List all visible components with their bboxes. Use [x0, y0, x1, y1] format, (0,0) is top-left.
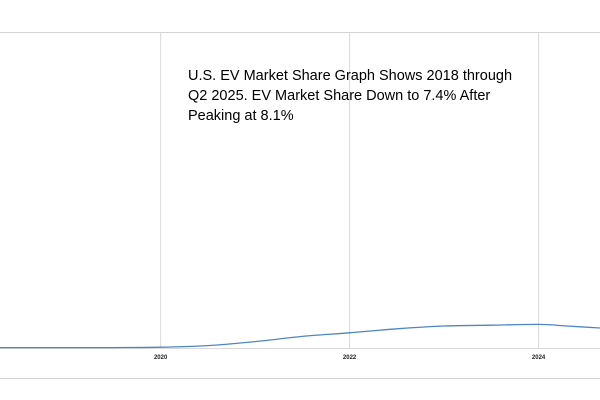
x-tick-label-2024: 2024 [532, 355, 546, 361]
x-axis: 2020 2022 2024 [0, 348, 600, 361]
series-layer [0, 323, 600, 349]
x-tick-label-2020: 2020 [154, 355, 168, 361]
x-tick-label-2022: 2022 [343, 355, 357, 361]
chart-annotation: U.S. EV Market Share Graph Shows 2018 th… [188, 68, 513, 124]
series-line-0 [0, 323, 600, 349]
gridlines [160, 33, 540, 348]
